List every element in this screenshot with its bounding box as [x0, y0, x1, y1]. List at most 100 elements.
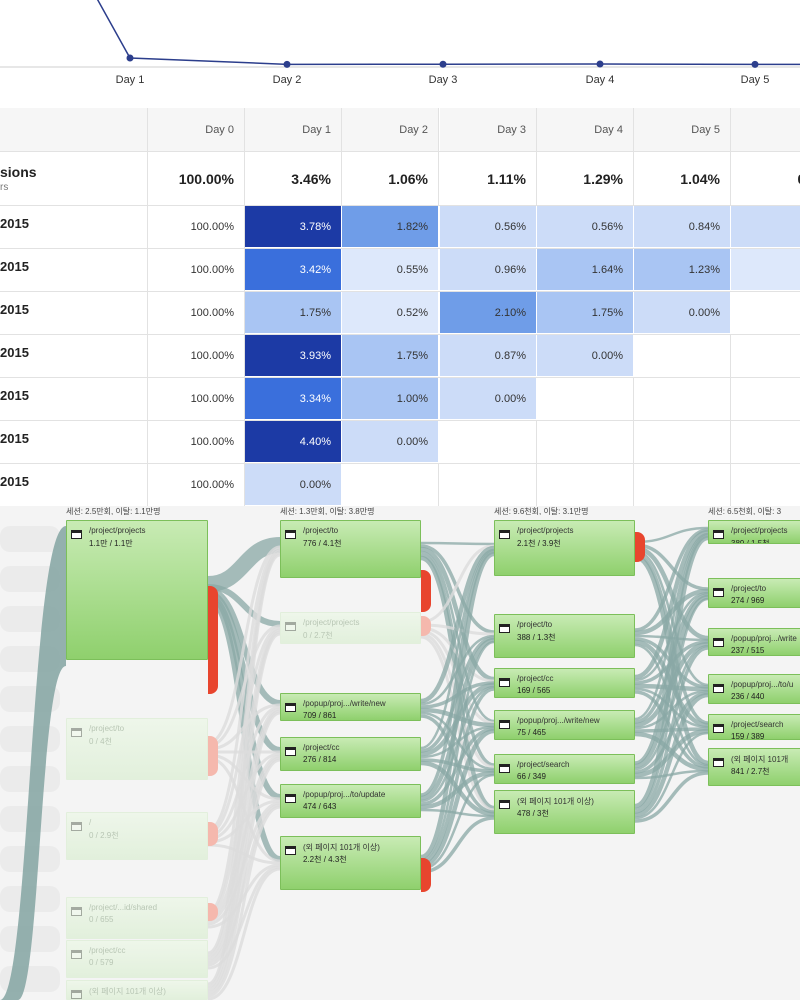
retention-cell[interactable]: 0.84%	[634, 206, 731, 248]
retention-cell[interactable]: 0.00%	[537, 335, 634, 377]
flow-node[interactable]: /project/to 274 / 969	[708, 578, 800, 608]
column-header[interactable]: Day 1	[245, 108, 342, 151]
retention-cell[interactable]: 100.00%	[148, 378, 245, 420]
flow-link[interactable]	[634, 591, 709, 682]
retention-cell[interactable]: 0.87%	[440, 335, 537, 377]
retention-cell[interactable]: 100.00%	[148, 206, 245, 248]
flow-link[interactable]	[634, 731, 709, 820]
data-point-5[interactable]	[751, 60, 759, 68]
flow-node[interactable]: /project/to 388 / 1.3천	[494, 614, 635, 658]
flow-link[interactable]	[420, 816, 495, 874]
retention-cell[interactable]: 0.00%	[245, 464, 342, 506]
flow-node[interactable]: /project/to 0 / 4천	[66, 718, 208, 780]
column-header[interactable]: Day 3	[440, 108, 537, 151]
flow-node[interactable]: /project/projects 1.1만 / 1.1만	[66, 520, 208, 660]
flow-link[interactable]	[634, 532, 709, 721]
dropoff-indicator[interactable]	[208, 586, 218, 694]
flow-node[interactable]: (외 페이지 101개 이상) 2.2천 / 4.3천	[280, 836, 421, 890]
flow-node[interactable]: /popup/proj.../to/update 474 / 643	[280, 784, 421, 818]
column-header[interactable]: Day 5	[634, 108, 731, 151]
column-header[interactable]: Day 0	[148, 108, 245, 151]
flow-node[interactable]: /project/...id/shared 0 / 655	[66, 897, 208, 939]
retention-cell[interactable]: 0.52%	[342, 292, 439, 334]
flow-node[interactable]: /project/cc 276 / 814	[280, 737, 421, 771]
retention-cell[interactable]: 0.56%	[537, 206, 634, 248]
flow-node[interactable]: /project/search 66 / 349	[494, 754, 635, 784]
flow-node[interactable]: /project/cc 169 / 565	[494, 668, 635, 698]
retention-cell[interactable]: 1.64%	[537, 249, 634, 291]
column-header[interactable]: Da	[731, 108, 800, 151]
dropoff-indicator[interactable]	[421, 858, 431, 892]
retention-cell[interactable]: 0.96%	[440, 249, 537, 291]
dropoff-indicator[interactable]	[208, 822, 218, 846]
retention-cell[interactable]: 1.82%	[342, 206, 439, 248]
flow-link[interactable]	[420, 551, 495, 860]
retention-cell[interactable]: 100.00%	[148, 335, 245, 377]
flow-node[interactable]: /project/cc 0 / 579	[66, 940, 208, 978]
retention-cell[interactable]: 0.0	[731, 249, 800, 291]
flow-link[interactable]	[420, 541, 495, 546]
flow-link[interactable]	[634, 597, 709, 811]
retention-cell[interactable]: 3.34%	[245, 378, 342, 420]
flow-link[interactable]	[207, 590, 281, 753]
flow-node[interactable]: /project/to 776 / 4.1천	[280, 520, 421, 578]
flow-link[interactable]	[420, 773, 495, 871]
retention-cell[interactable]: 0.00%	[342, 421, 439, 463]
retention-cell[interactable]: 0.9	[731, 206, 800, 248]
retention-cell[interactable]: 1.23%	[634, 249, 731, 291]
flow-link[interactable]	[420, 640, 495, 862]
flow-node[interactable]: (외 페이지 101개 이상) 478 / 3천	[494, 790, 635, 834]
dropoff-indicator[interactable]	[208, 736, 218, 776]
retention-cell[interactable]: 1.00%	[342, 378, 439, 420]
flow-link[interactable]	[634, 771, 709, 823]
flow-link[interactable]	[207, 545, 281, 745]
flow-link[interactable]	[634, 543, 709, 591]
data-point-4[interactable]	[596, 60, 604, 68]
flow-link[interactable]	[207, 632, 281, 989]
data-point-2[interactable]	[283, 60, 291, 68]
flow-link[interactable]	[420, 544, 495, 624]
flow-link[interactable]	[207, 584, 281, 627]
flow-link[interactable]	[207, 805, 281, 998]
dropoff-indicator[interactable]	[421, 570, 431, 612]
dropoff-indicator[interactable]	[208, 903, 218, 921]
retention-cell[interactable]: 1.75%	[342, 335, 439, 377]
retention-cell[interactable]: 100.00%	[148, 464, 245, 506]
retention-cell[interactable]: 0.00%	[634, 292, 731, 334]
flow-node[interactable]: / 0 / 2.9천	[66, 812, 208, 860]
flow-link[interactable]	[207, 867, 281, 1000]
data-point-1[interactable]	[126, 54, 134, 62]
flow-node[interactable]: /project/search 159 / 389	[708, 714, 800, 740]
flow-link[interactable]	[420, 687, 495, 865]
retention-cell[interactable]: 3.42%	[245, 249, 342, 291]
flow-link[interactable]	[420, 770, 495, 810]
flow-link[interactable]	[420, 728, 495, 869]
flow-link[interactable]	[634, 535, 709, 809]
flow-link[interactable]	[634, 529, 709, 680]
column-header[interactable]: Day 2	[342, 108, 439, 151]
flow-link[interactable]	[634, 549, 709, 687]
flow-link[interactable]	[420, 544, 495, 634]
dropoff-indicator[interactable]	[421, 616, 431, 636]
flow-link[interactable]	[207, 537, 281, 592]
retention-cell[interactable]: 0.55%	[342, 249, 439, 291]
retention-cell[interactable]: 0.56%	[440, 206, 537, 248]
flow-link[interactable]	[634, 646, 709, 814]
flow-node[interactable]: (외 페이지 101개 841 / 2.7천	[708, 748, 800, 786]
flow-link[interactable]	[420, 545, 495, 704]
flow-node[interactable]: /project/projects 0 / 2.7천	[280, 612, 421, 644]
flow-link[interactable]	[420, 546, 495, 682]
retention-cell[interactable]: 100.00%	[148, 292, 245, 334]
flow-link[interactable]	[634, 528, 709, 632]
flow-node[interactable]: /popup/proj.../write/new 709 / 861	[280, 693, 421, 721]
flow-link[interactable]	[420, 548, 495, 750]
retention-cell[interactable]: 1.75%	[537, 292, 634, 334]
flow-link[interactable]	[207, 547, 281, 832]
flow-link[interactable]	[420, 550, 495, 723]
dropoff-indicator[interactable]	[635, 532, 645, 562]
retention-cell[interactable]: 100.00%	[148, 249, 245, 291]
retention-cell[interactable]: 3.93%	[245, 335, 342, 377]
flow-node[interactable]: /popup/proj.../write/new 75 / 465	[494, 710, 635, 740]
flow-link[interactable]	[420, 553, 495, 767]
flow-node[interactable]: /project/projects 389 / 1.5천	[708, 520, 800, 544]
